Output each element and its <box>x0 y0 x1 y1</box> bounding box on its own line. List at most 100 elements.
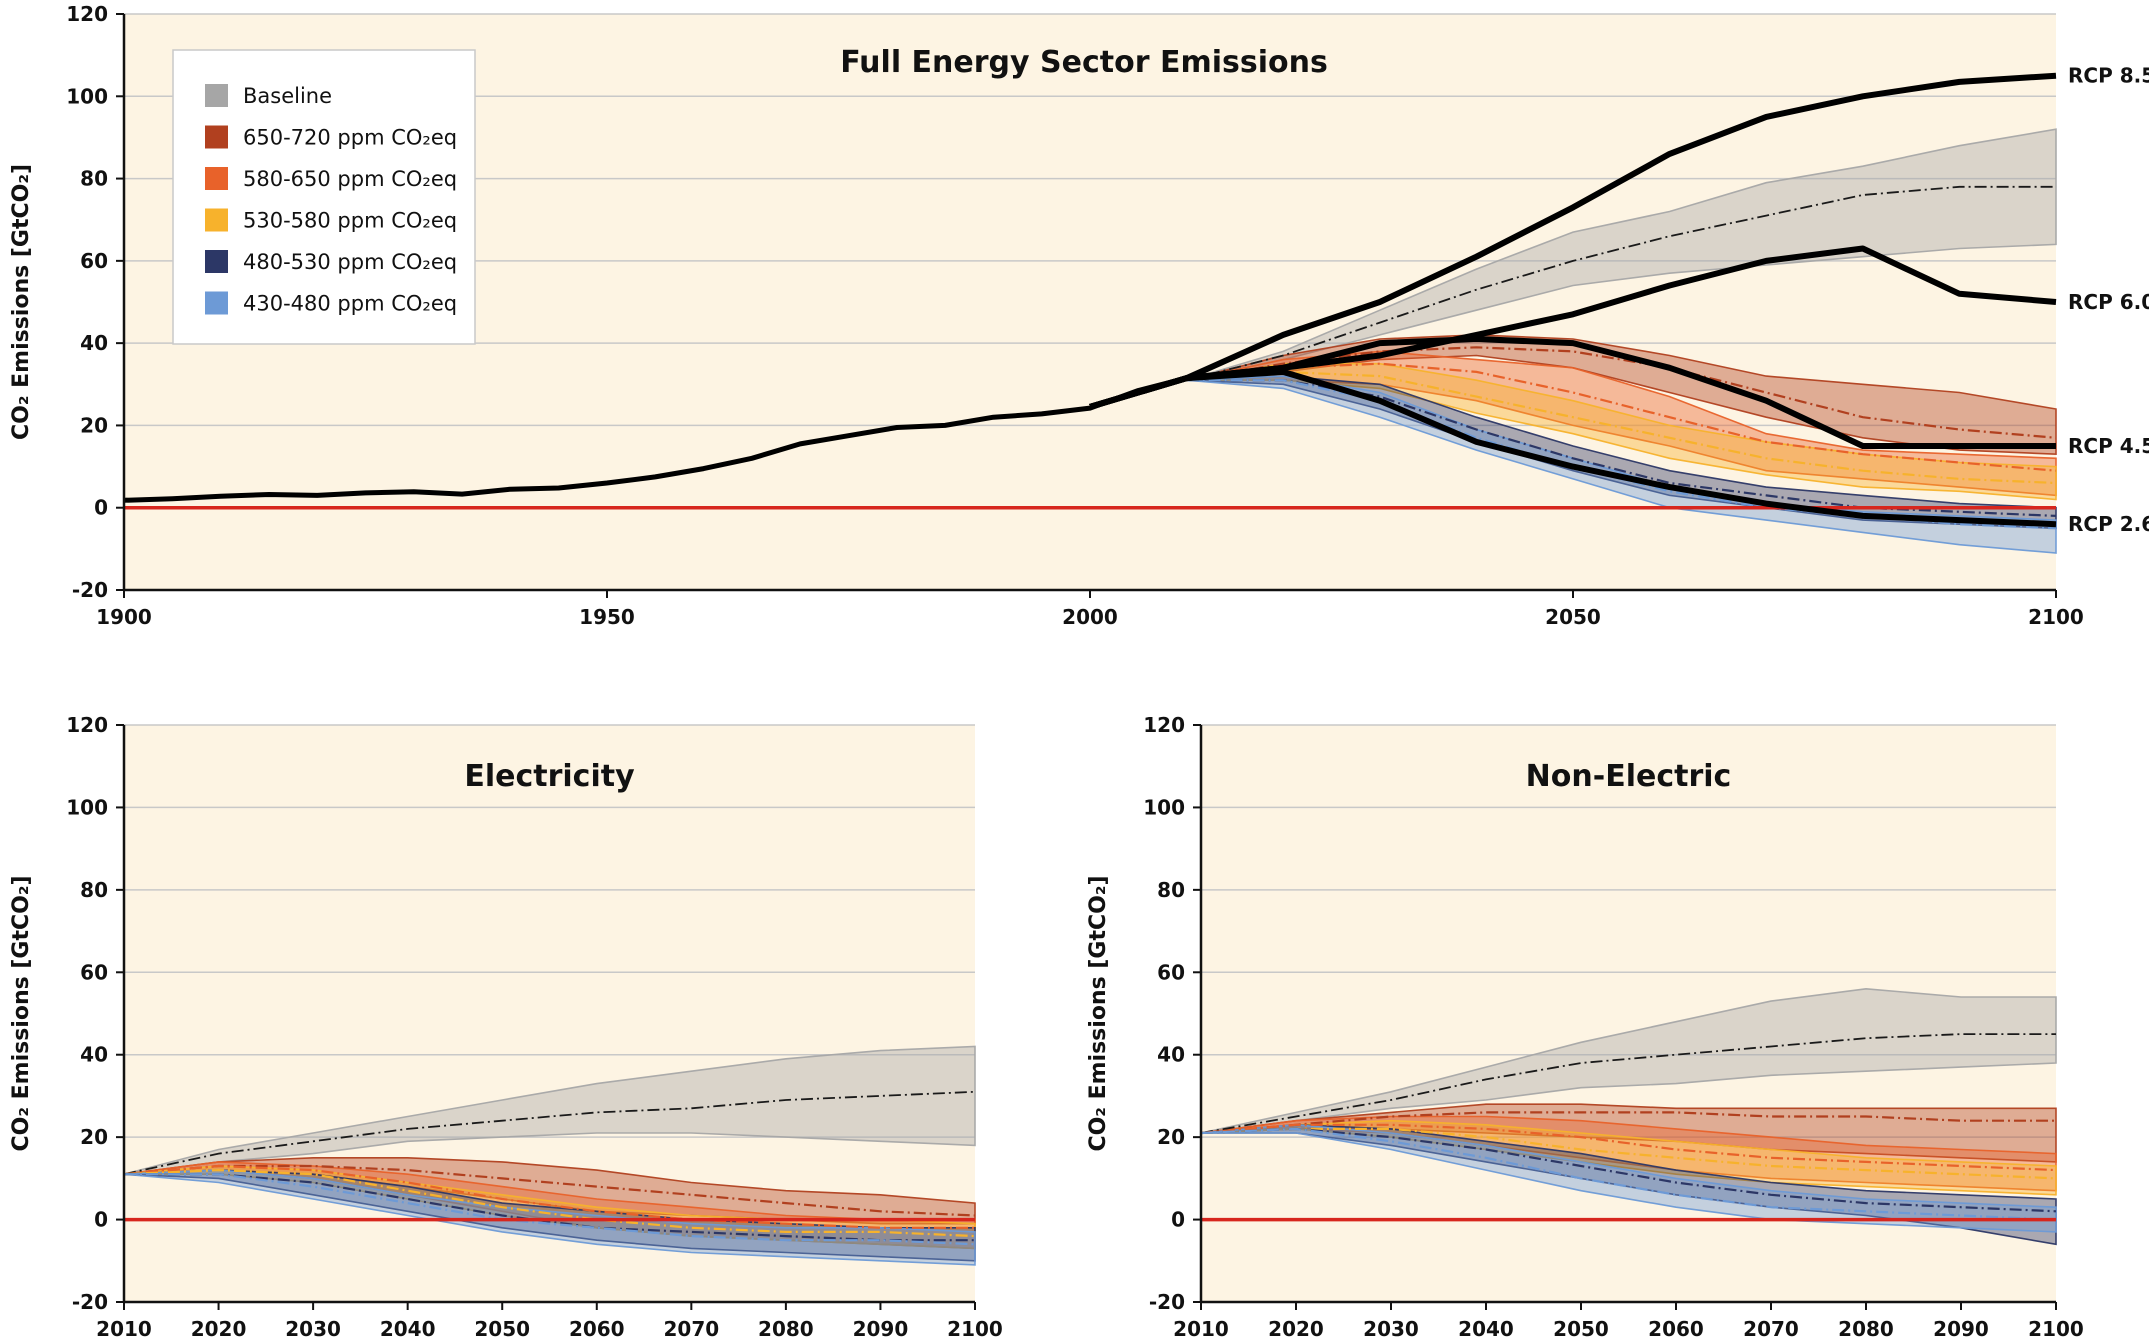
median-baseline <box>1200 1033 2056 1134</box>
y-tick-label: 80 <box>80 878 108 902</box>
median-580-650-ppm-co-eq <box>123 1164 975 1229</box>
y-tick-label: 60 <box>1157 960 1185 984</box>
y-tick-label: 0 <box>94 1208 108 1232</box>
y-tick-label: -20 <box>72 578 108 602</box>
band-650-720-ppm-co-eq <box>1200 1103 2057 1163</box>
x-tick-label: 2050 <box>1545 605 1601 629</box>
x-tick-label: 2060 <box>569 1317 625 1341</box>
line-rcp-2-6 <box>1089 368 2057 528</box>
y-axis-label: CO₂ Emissions [GtCO₂] <box>9 164 34 440</box>
y-tick-label: 20 <box>80 413 108 437</box>
label-rcp-4-5: RCP 4.5 <box>2068 434 2149 458</box>
legend-swatch-480-530-ppm-co-eq <box>205 250 228 273</box>
legend-swatch-580-650-ppm-co-eq <box>205 167 228 190</box>
y-tick-label: 100 <box>1143 795 1185 819</box>
x-tick-label: 2030 <box>285 1317 341 1341</box>
legend-swatch-530-580-ppm-co-eq <box>205 208 228 232</box>
legend: Baseline 650-720 ppm CO₂eq 580-650 ppm CO₂… <box>172 49 476 345</box>
median-580-650-ppm-co-eq <box>1186 362 2057 472</box>
x-tick-label: 2100 <box>947 1317 1003 1341</box>
y-axis-label: CO₂ Emissions [GtCO₂] <box>9 875 34 1151</box>
y-tick-label: 60 <box>80 960 108 984</box>
line-rcp-8-5 <box>1089 72 2057 410</box>
x-tick-label: 1950 <box>579 605 635 629</box>
x-tick-label: 2020 <box>191 1317 247 1341</box>
median-480-530-ppm-co-eq <box>1200 1127 2057 1213</box>
median-530-580-ppm-co-eq <box>1200 1127 2057 1180</box>
y-tick-label: -20 <box>72 1290 108 1314</box>
y-tick-label: 120 <box>1143 713 1185 737</box>
y-tick-label: 60 <box>80 249 108 273</box>
band-650-720-ppm-co-eq <box>1186 334 2057 456</box>
x-tick-label: 2070 <box>663 1317 719 1341</box>
chart-title: Electricity <box>464 759 635 794</box>
y-tick-label: 0 <box>94 496 108 520</box>
legend-swatch-baseline <box>205 84 228 107</box>
median-530-580-ppm-co-eq <box>123 1168 976 1238</box>
y-tick-label: 20 <box>80 1125 108 1149</box>
x-tick-label: 1900 <box>96 605 152 629</box>
x-tick-label: 2010 <box>96 1317 152 1341</box>
label-rcp-8-5: RCP 8.5 <box>2068 64 2149 88</box>
chart-title: Full Energy Sector Emissions <box>840 45 1328 80</box>
legend-label-480-530-ppm-co-eq: 480-530 ppm CO₂eq <box>243 250 457 274</box>
x-tick-label: 2050 <box>1553 1317 1609 1341</box>
y-tick-label: 120 <box>66 713 108 737</box>
legend-label-530-580-ppm-co-eq: 530-580 ppm CO₂eq <box>243 209 457 233</box>
legend-label-580-650-ppm-co-eq: 580-650 ppm CO₂eq <box>243 167 457 191</box>
median-480-530-ppm-co-eq <box>124 1173 975 1242</box>
x-tick-label: 2070 <box>1743 1317 1799 1341</box>
x-tick-label: 2030 <box>1363 1317 1419 1341</box>
median-baseline <box>1186 185 2056 382</box>
y-tick-label: 80 <box>80 167 108 191</box>
x-tick-label: 2010 <box>1173 1317 1229 1341</box>
y-tick-label: 40 <box>80 1043 108 1067</box>
x-tick-label: 2080 <box>1838 1317 1894 1341</box>
plot-background <box>1201 725 2056 1302</box>
y-tick-label: 80 <box>1157 878 1185 902</box>
y-axis-label: CO₂ Emissions [GtCO₂] <box>1086 875 1111 1151</box>
legend-swatch-650-720-ppm-co-eq <box>205 125 228 149</box>
y-tick-label: -20 <box>1149 1290 1185 1314</box>
y-tick-label: 40 <box>1157 1043 1185 1067</box>
legend-label-baseline: Baseline <box>243 84 332 108</box>
x-tick-label: 2080 <box>758 1317 814 1341</box>
median-480-530-ppm-co-eq <box>1186 379 2057 517</box>
band-baseline <box>1186 128 2057 381</box>
median-430-480-ppm-co-eq <box>124 1173 976 1246</box>
median-430-480-ppm-co-eq <box>1200 1127 2057 1221</box>
x-tick-label: 2000 <box>1062 605 1118 629</box>
x-tick-label: 2050 <box>474 1317 530 1341</box>
chart-title: Non-Electric <box>1526 759 1732 794</box>
median-530-580-ppm-co-eq <box>1186 370 2057 485</box>
legend-swatch-430-480-ppm-co-eq <box>205 291 228 315</box>
y-tick-label: 40 <box>80 331 108 355</box>
x-tick-label: 2100 <box>2028 605 2084 629</box>
band-baseline <box>1200 987 2057 1134</box>
x-tick-label: 2090 <box>853 1317 909 1341</box>
y-tick-label: 120 <box>66 2 108 26</box>
median-580-650-ppm-co-eq <box>1200 1123 2057 1172</box>
y-tick-label: 100 <box>66 795 108 819</box>
x-tick-label: 2040 <box>1458 1317 1514 1341</box>
historical-emissions-line <box>123 375 1188 503</box>
legend-label-430-480-ppm-co-eq: 430-480 ppm CO₂eq <box>243 292 457 316</box>
median-baseline <box>123 1090 976 1176</box>
band-530-580-ppm-co-eq <box>1186 362 2057 501</box>
median-650-720-ppm-co-eq <box>123 1164 976 1217</box>
y-tick-label: 20 <box>1157 1125 1185 1149</box>
y-tick-label: 100 <box>66 84 108 108</box>
median-650-720-ppm-co-eq <box>1186 346 2057 439</box>
label-rcp-2-6: RCP 2.6 <box>2068 512 2149 536</box>
band-baseline <box>123 1045 976 1175</box>
x-tick-label: 2020 <box>1268 1317 1324 1341</box>
x-tick-label: 2090 <box>1933 1317 1989 1341</box>
x-tick-label: 2060 <box>1648 1317 1704 1341</box>
x-tick-label: 2100 <box>2028 1317 2084 1341</box>
label-rcp-6-0: RCP 6.0 <box>2068 290 2149 314</box>
panel-full-energy: RCP 8.5 RCP 6.0 RCP 4.5 RCP 2.6 -20 0 20 40 60 80… <box>9 2 2149 629</box>
